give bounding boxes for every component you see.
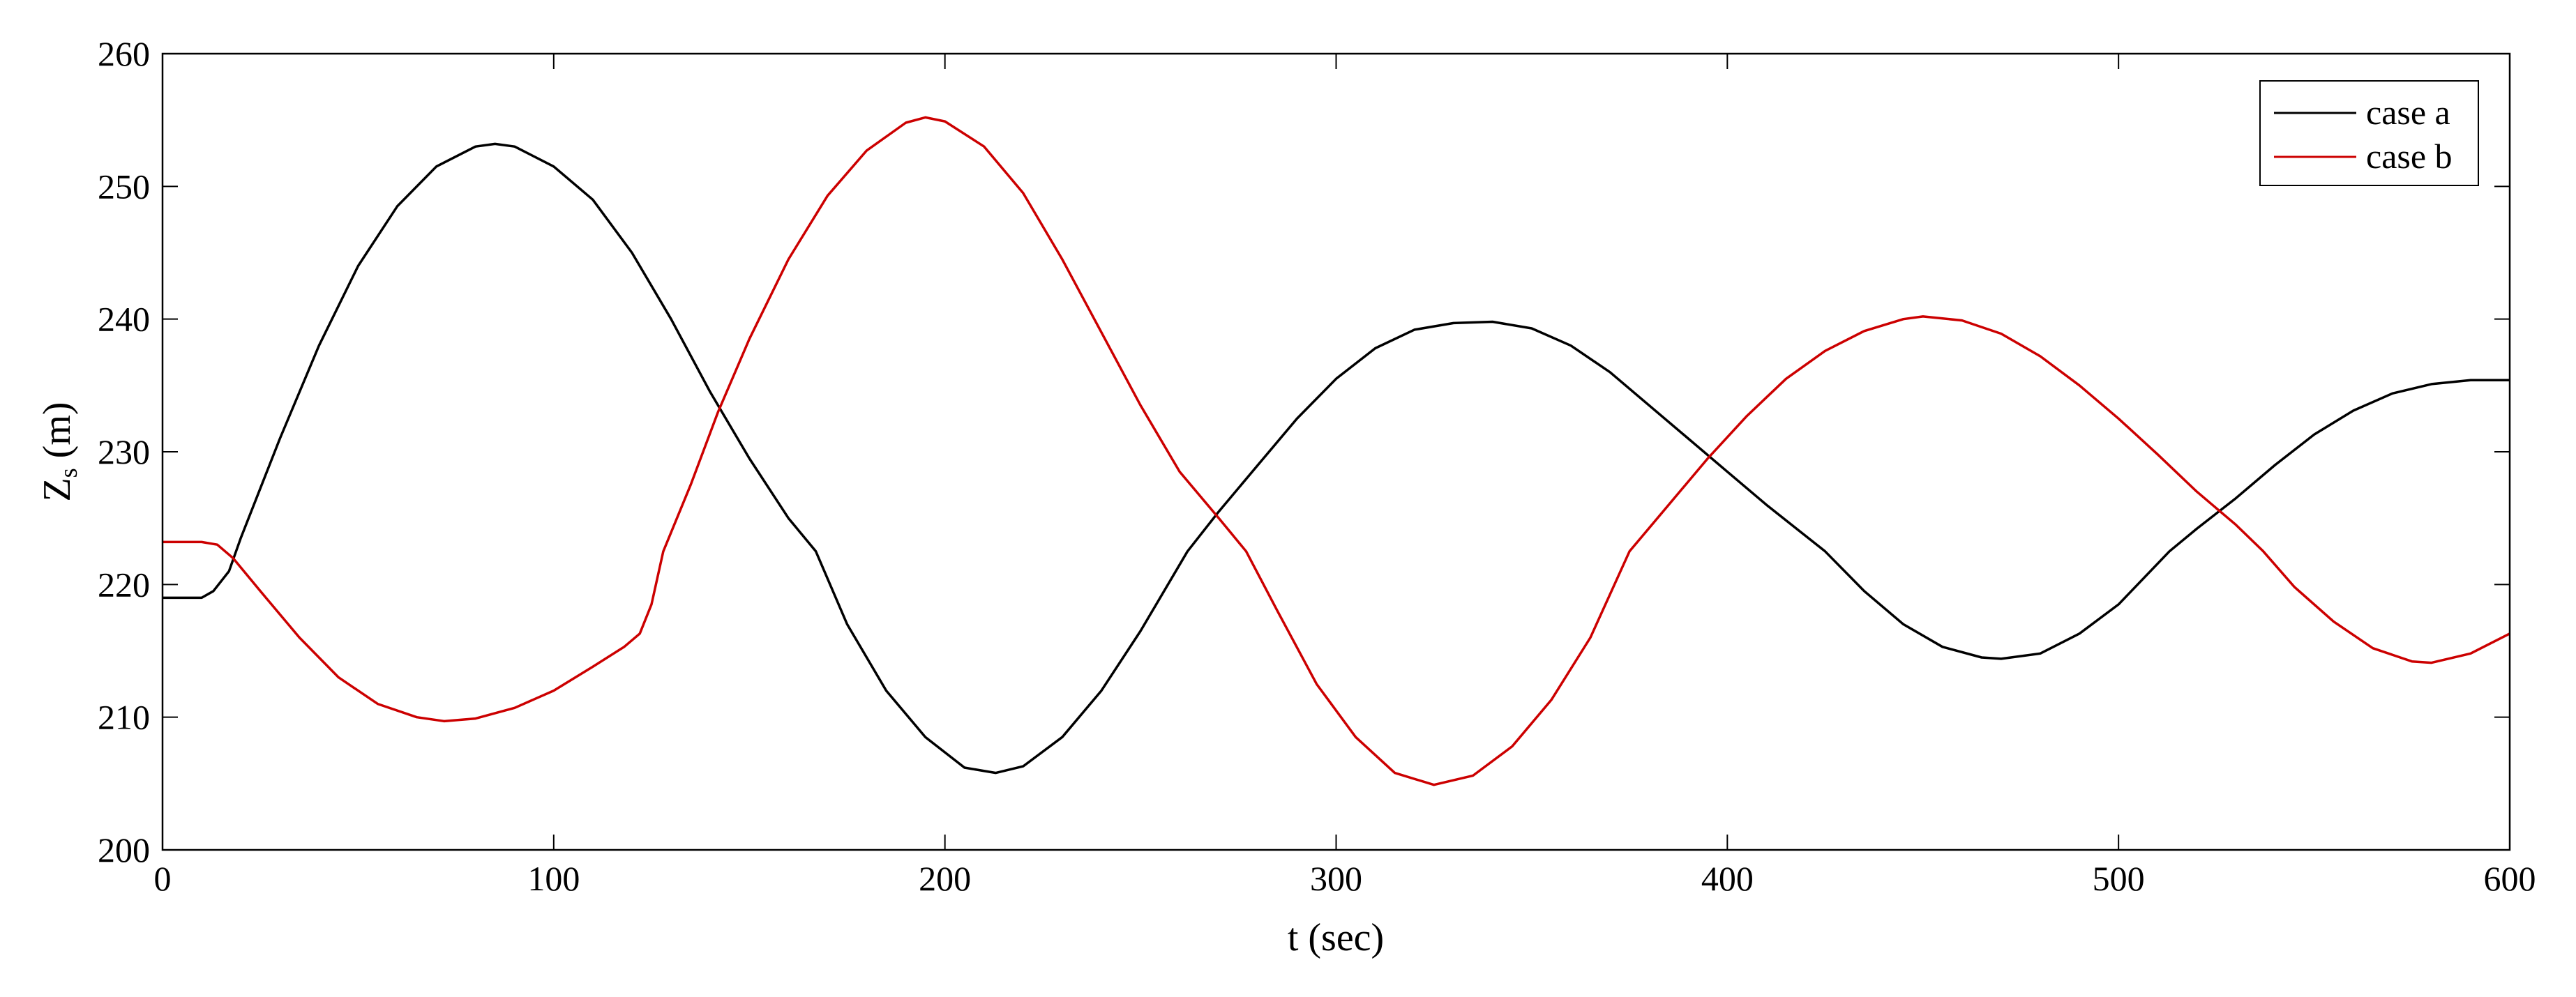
y-tick-label: 260 — [98, 34, 150, 73]
x-axis-label: t (sec) — [1288, 916, 1384, 959]
series-line-case-b — [163, 116, 2510, 786]
y-tick-label: 230 — [98, 432, 150, 471]
x-tick-label: 0 — [154, 859, 172, 898]
x-tick-label: 100 — [527, 859, 580, 898]
x-tick-label: 400 — [1701, 859, 1754, 898]
legend-box — [2259, 80, 2479, 186]
y-axis-label-unit: (m) — [36, 402, 79, 458]
x-axis-ticks: 0 100 200 300 400 500 600 — [154, 54, 2536, 898]
x-tick-label: 500 — [2093, 859, 2145, 898]
legend-label-case-a: case a — [2366, 93, 2450, 132]
y-tick-label: 250 — [98, 167, 150, 206]
x-tick-label: 200 — [919, 859, 971, 898]
plot-background — [163, 54, 2510, 850]
x-tick-label: 600 — [2484, 859, 2536, 898]
y-axis-ticks: 200 210 220 230 240 250 260 — [98, 34, 2510, 869]
y-tick-label: 220 — [98, 565, 150, 604]
series-layer — [163, 116, 2510, 786]
legend-label-case-b: case b — [2366, 137, 2453, 176]
svg-text:Zs(m): Zs (m) — [36, 402, 82, 501]
y-tick-label: 210 — [98, 698, 150, 737]
y-tick-label: 240 — [98, 300, 150, 339]
y-tick-label: 200 — [98, 830, 150, 869]
y-axis-label-subscript: s — [54, 468, 82, 478]
legend: case a case b — [2259, 80, 2479, 186]
series-line-case-a — [163, 142, 2510, 775]
y-axis-label: Zs (m) — [36, 402, 82, 501]
y-axis-label-main: Z — [36, 478, 79, 501]
x-tick-label: 300 — [1310, 859, 1362, 898]
